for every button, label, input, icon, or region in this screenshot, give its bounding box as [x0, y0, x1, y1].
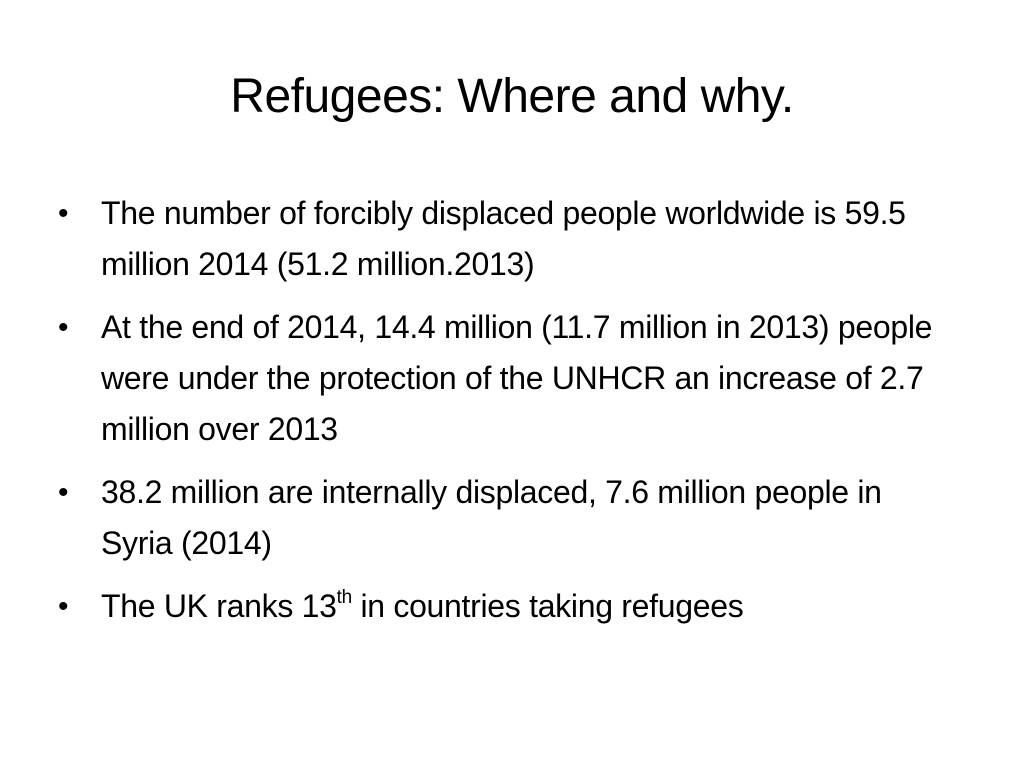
bullet-item: • The UK ranks 13th in countries taking … — [58, 581, 958, 632]
bullet-text-before: The UK ranks 13 — [101, 588, 337, 624]
bullet-text: 38.2 million are internally displaced, 7… — [101, 474, 882, 561]
bullet-superscript: th — [336, 587, 353, 608]
bullet-icon: • — [58, 311, 69, 344]
bullet-text: The number of forcibly displaced people … — [101, 195, 906, 282]
bullet-icon: • — [58, 590, 69, 623]
bullet-icon: • — [58, 197, 69, 230]
bullet-list: • The number of forcibly displaced peopl… — [58, 188, 958, 644]
bullet-text-after: in countries taking refugees — [351, 588, 744, 624]
bullet-icon: • — [58, 476, 69, 509]
bullet-item: • The number of forcibly displaced peopl… — [58, 188, 958, 290]
slide-title: Refugees: Where and why. — [230, 70, 794, 123]
bullet-item: • At the end of 2014, 14.4 million (11.7… — [58, 302, 958, 455]
bullet-item: • 38.2 million are internally displaced,… — [58, 467, 958, 569]
bullet-text: At the end of 2014, 14.4 million (11.7 m… — [101, 309, 933, 447]
